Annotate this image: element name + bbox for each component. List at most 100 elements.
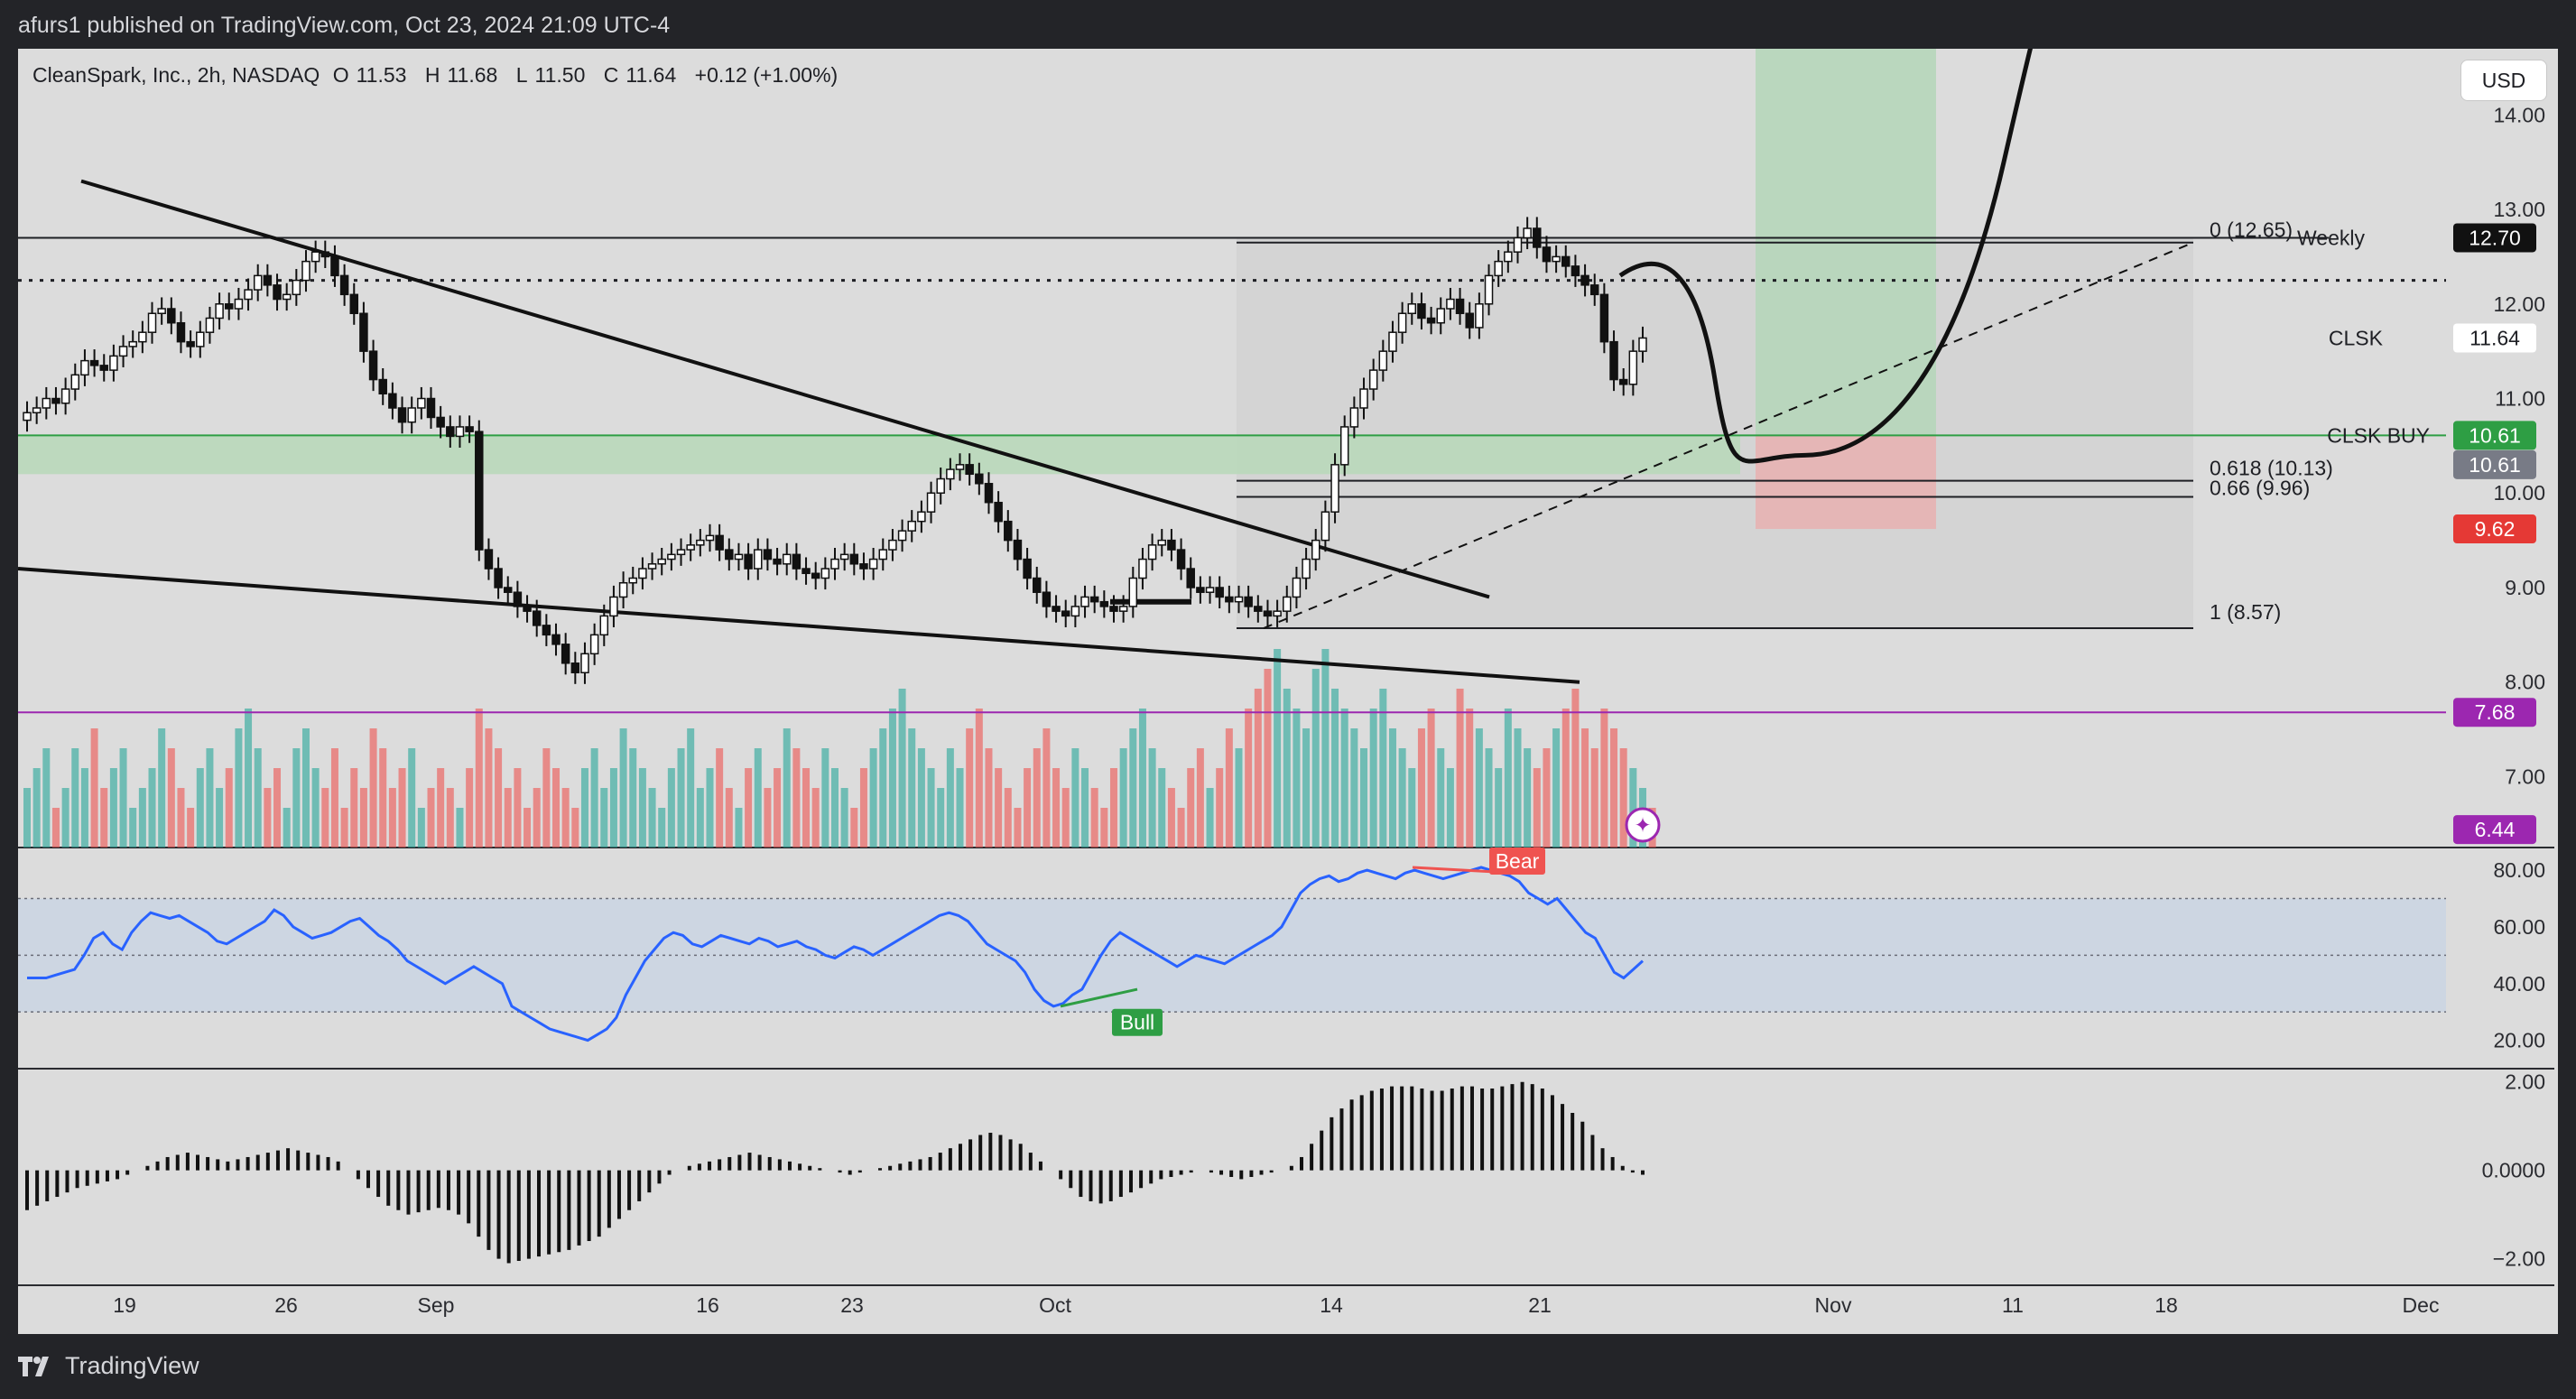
time-tick-label: 18 — [2154, 1293, 2178, 1317]
candle-body — [1446, 298, 1455, 310]
volume-bar — [379, 748, 387, 848]
candle-body — [839, 553, 849, 561]
candle-body — [1302, 558, 1311, 579]
candle-body — [542, 625, 551, 636]
event-marker-glyph: ✦ — [1634, 813, 1651, 837]
price-tick-label: 14.00 — [2493, 103, 2545, 126]
candle-body — [1494, 260, 1503, 277]
bull-divergence-line — [1060, 987, 1138, 1008]
price-badge — [2453, 698, 2536, 727]
volume-bar — [1206, 788, 1214, 848]
volume-bar — [427, 788, 435, 848]
candle-body — [580, 653, 589, 673]
candle-body — [647, 563, 657, 570]
volume-bar — [1216, 768, 1224, 848]
volume-bar — [1524, 748, 1532, 848]
volume-bar — [485, 728, 493, 848]
candle-body — [1397, 312, 1407, 333]
volume-bar — [1398, 748, 1406, 848]
candle-body — [1176, 549, 1186, 570]
candle-body — [1475, 303, 1484, 329]
candle-body — [118, 346, 128, 357]
candle-body — [744, 553, 753, 570]
volume-bar — [687, 728, 695, 848]
legend-change: +0.12 (+1.00%) — [694, 63, 839, 87]
volume-bar — [552, 768, 561, 848]
volume-bar — [148, 768, 156, 848]
volume-bar — [811, 788, 820, 848]
volume-bar — [1571, 689, 1580, 848]
volume-bar — [792, 748, 801, 848]
volume-bar — [475, 709, 483, 848]
rsi-tick-label: 60.00 — [2493, 915, 2545, 939]
volume-bar — [1533, 768, 1541, 848]
price-tick-label: 7.00 — [2505, 764, 2545, 788]
volume-bar — [369, 728, 377, 848]
price-badge-text: 6.44 — [2475, 818, 2516, 841]
candle-body — [792, 553, 802, 570]
volume-bar — [456, 808, 464, 848]
price-tick-label: 10.00 — [2493, 481, 2545, 505]
chart-canvas[interactable]: Weekly CLSK CLSK BUY 0 (12.65) 0.618 (10.13)… — [18, 49, 2558, 1334]
volume-bar — [571, 808, 579, 848]
volume-bar — [51, 808, 60, 848]
candle-body — [965, 464, 974, 476]
candle-body — [1504, 251, 1513, 263]
candle-body — [51, 397, 60, 404]
volume-bar — [638, 768, 646, 848]
volume-bar — [158, 728, 166, 848]
candle-body — [657, 558, 666, 565]
tradingview-logo[interactable]: TradingView — [18, 1352, 199, 1380]
candle-body — [1138, 558, 1147, 579]
candle-body — [561, 644, 570, 664]
volume-bar — [802, 768, 811, 848]
volume-bar — [1148, 748, 1156, 848]
candle-body — [523, 606, 532, 612]
candle-body — [676, 549, 686, 556]
candle-body — [1465, 312, 1474, 329]
price-badge-text: 10.61 — [2469, 453, 2521, 477]
volume-bar — [273, 768, 282, 848]
candle-body — [89, 359, 99, 366]
candle-body — [455, 426, 465, 438]
candle-body — [888, 539, 897, 551]
volume-bar — [466, 768, 474, 848]
candle-body — [1004, 520, 1013, 542]
candle-body — [984, 483, 994, 504]
candle-body — [1089, 596, 1099, 603]
time-tick-label: 21 — [1528, 1293, 1552, 1317]
candle-body — [70, 374, 80, 390]
brand-name: TradingView — [65, 1352, 199, 1379]
volume-bar — [1408, 768, 1416, 848]
volume-bar — [359, 788, 367, 848]
candle-body — [926, 492, 936, 513]
candle-body — [167, 308, 176, 324]
candle-body — [359, 312, 368, 352]
volume-bar — [1369, 709, 1377, 848]
candle-body — [1196, 587, 1205, 593]
volume-bar — [138, 788, 146, 848]
volume-bar — [321, 788, 329, 848]
candle-body — [446, 426, 455, 438]
volume-bar — [542, 748, 551, 848]
volume-bar — [619, 728, 627, 848]
time-tick-label: 23 — [840, 1293, 864, 1317]
candle-body — [253, 274, 263, 291]
candle-body — [773, 558, 782, 565]
candle-body — [1023, 558, 1032, 579]
candle-body — [628, 577, 637, 584]
volume-bar — [196, 768, 204, 848]
volume-bar — [956, 768, 964, 848]
volume-bar — [1138, 709, 1146, 848]
volume-bar — [1235, 748, 1243, 848]
currency-button[interactable]: USD — [2460, 60, 2547, 101]
time-tick-label: 26 — [274, 1293, 298, 1317]
volume-bar — [32, 768, 41, 848]
rsi-line — [27, 866, 1645, 1042]
candle-body — [1205, 587, 1215, 593]
volume-bar — [1321, 649, 1330, 848]
price-badge — [2453, 514, 2536, 544]
volume-bar — [735, 808, 743, 848]
volume-bar — [1071, 748, 1080, 848]
volume-bar — [1427, 709, 1435, 848]
